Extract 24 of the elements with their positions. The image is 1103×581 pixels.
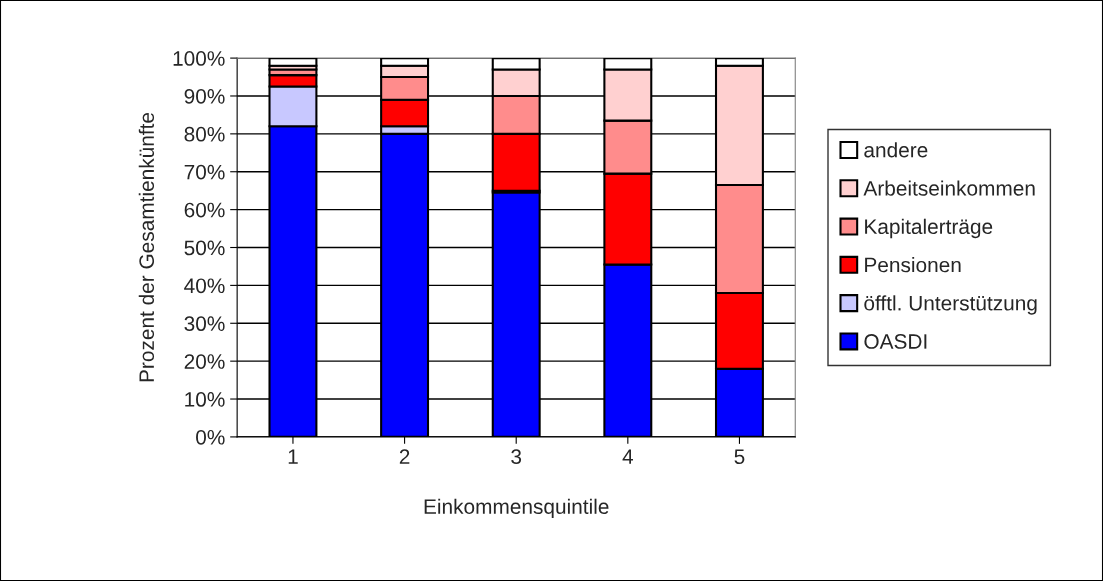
y-tick-label: 10%	[185, 392, 225, 407]
y-tick-label: 50%	[184, 240, 225, 256]
y-tick-label: 80%	[184, 126, 225, 142]
x-tick-label: 2	[399, 449, 410, 464]
y-tick-label: 70%	[184, 164, 225, 180]
x-tick-label: 5	[734, 449, 745, 465]
x-tick-label: 4	[622, 449, 634, 464]
y-tick-label: 40%	[184, 278, 225, 294]
y-tick-label: 20%	[184, 354, 225, 369]
legend-label: Arbeitseinkommen	[863, 180, 1035, 196]
x-axis-title: Einkommensquintile	[424, 498, 609, 519]
legend-label: Kapitalerträge	[865, 218, 993, 239]
legend-label: OASDI	[864, 334, 927, 349]
y-tick-label: 0%	[196, 429, 225, 445]
y-tick-label: 30%	[184, 316, 225, 332]
y-tick-label: 100%	[173, 51, 225, 66]
y-tick-label: 60%	[184, 202, 225, 218]
legend-label: andere	[864, 142, 928, 158]
x-tick-label: 1	[288, 449, 298, 464]
y-axis-title: Prozent der Gesamtienkünfte	[138, 112, 155, 382]
legend-label: Pensionen	[865, 256, 961, 273]
legend-label: öfftl. Unterstützung	[864, 295, 1037, 315]
x-tick-label: 3	[511, 449, 522, 465]
y-tick-label: 90%	[184, 88, 225, 104]
